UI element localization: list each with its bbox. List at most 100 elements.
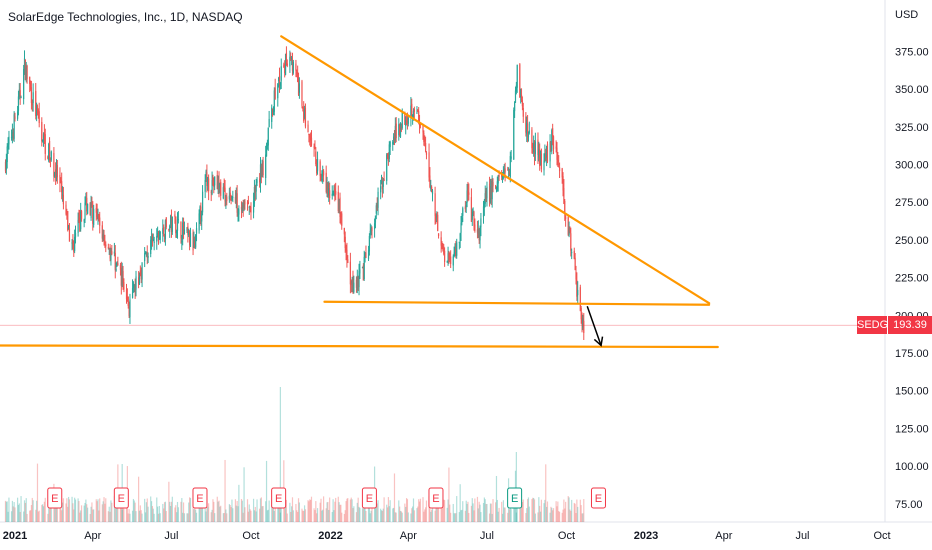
candle-body bbox=[286, 63, 288, 66]
volume-bar bbox=[232, 508, 234, 522]
volume-bar bbox=[177, 507, 179, 522]
candle-body bbox=[325, 172, 327, 192]
descending-resistance[interactable] bbox=[280, 35, 711, 305]
earnings-marker[interactable]: E bbox=[507, 487, 523, 509]
volume-bar bbox=[101, 504, 103, 522]
volume-bar bbox=[66, 498, 68, 522]
earnings-marker[interactable]: E bbox=[590, 487, 606, 509]
x-tick-label: Apr bbox=[715, 530, 732, 542]
candle-body bbox=[423, 132, 425, 142]
volume-bar bbox=[259, 508, 261, 522]
volume-bar bbox=[36, 463, 39, 522]
last-price-tag: 193.39 bbox=[888, 316, 932, 334]
volume-bar bbox=[31, 497, 33, 522]
volume-bar bbox=[278, 499, 280, 522]
volume-bar bbox=[236, 501, 238, 522]
volume-bar bbox=[186, 513, 188, 522]
volume-bar bbox=[19, 512, 21, 522]
volume-bar bbox=[526, 508, 528, 522]
candle-body bbox=[392, 141, 394, 145]
volume-bar bbox=[520, 499, 523, 522]
candle-body bbox=[156, 235, 158, 242]
volume-bar bbox=[214, 513, 216, 522]
candle-body bbox=[582, 318, 584, 328]
candle-body bbox=[514, 101, 516, 112]
candle-body bbox=[226, 196, 228, 201]
volume-bar bbox=[359, 507, 361, 522]
candle-body bbox=[30, 87, 33, 104]
earnings-marker[interactable]: E bbox=[47, 487, 63, 509]
volume-bar bbox=[412, 506, 414, 522]
candle-body bbox=[574, 257, 576, 270]
support-line[interactable] bbox=[323, 300, 711, 306]
candle-body bbox=[363, 256, 365, 279]
volume-bar bbox=[579, 499, 581, 522]
volume-bar bbox=[450, 512, 452, 522]
candle-body bbox=[74, 236, 76, 251]
volume-bar bbox=[522, 499, 524, 522]
x-tick-label: 2023 bbox=[634, 530, 658, 542]
candle-body bbox=[220, 182, 222, 196]
target-line[interactable] bbox=[0, 344, 719, 349]
candle-body bbox=[484, 193, 486, 204]
candle-body bbox=[285, 52, 288, 66]
volume-bar bbox=[71, 496, 73, 522]
candle-body bbox=[261, 160, 263, 177]
volume-bar bbox=[455, 513, 457, 522]
volume-bar bbox=[55, 507, 58, 522]
candle-body bbox=[169, 225, 171, 230]
candle-body bbox=[225, 199, 227, 201]
volume-bar bbox=[477, 508, 479, 522]
volume-bar bbox=[60, 507, 62, 522]
candle-body bbox=[25, 68, 27, 81]
candle-body bbox=[163, 235, 166, 237]
candle-body bbox=[163, 226, 165, 233]
candle-body bbox=[291, 57, 293, 60]
earnings-marker[interactable]: E bbox=[428, 487, 444, 509]
candle-body bbox=[460, 222, 462, 233]
volume-bar bbox=[238, 484, 240, 522]
volume-bar bbox=[393, 473, 396, 522]
candle-body bbox=[455, 248, 457, 256]
price-axis[interactable]: 375.00 350.00 325.00 300.00 275.00 250.00 225.… bbox=[895, 46, 929, 510]
volume-bar bbox=[386, 507, 389, 522]
candle-body bbox=[508, 170, 511, 175]
volume-bar bbox=[259, 498, 262, 522]
volume-bar bbox=[459, 484, 461, 522]
volume-bar bbox=[363, 503, 365, 522]
earnings-marker[interactable]: E bbox=[192, 487, 208, 509]
volume-bar bbox=[74, 497, 76, 522]
earnings-marker[interactable]: E bbox=[271, 487, 287, 509]
candle-body bbox=[265, 154, 267, 178]
candle-body bbox=[153, 241, 155, 243]
candle-body bbox=[422, 124, 424, 133]
breakdown-arrow[interactable] bbox=[586, 306, 602, 346]
volume-bar bbox=[434, 510, 436, 522]
candle-body bbox=[466, 190, 468, 203]
candle-body bbox=[87, 203, 89, 214]
volume-bar bbox=[571, 499, 573, 522]
candle-body bbox=[186, 227, 188, 232]
candle-body bbox=[79, 218, 81, 232]
candle-body bbox=[352, 278, 354, 294]
volume-bar bbox=[157, 506, 159, 522]
drawings[interactable] bbox=[0, 35, 719, 349]
time-axis[interactable]: 2021 Apr Jul Oct 2022 Apr Jul Oct 2023 Apr Jul Oct bbox=[3, 530, 891, 542]
candle-body bbox=[247, 201, 249, 205]
candle-body bbox=[461, 218, 463, 223]
volume-bar bbox=[54, 506, 56, 522]
earnings-marker[interactable]: E bbox=[361, 487, 377, 509]
earnings-marker[interactable]: E bbox=[113, 487, 129, 509]
volume-bar bbox=[389, 500, 391, 522]
volume-bar bbox=[89, 513, 91, 522]
volume-bar bbox=[252, 498, 255, 522]
x-tick-label: Oct bbox=[873, 530, 890, 542]
candle-body bbox=[545, 155, 547, 158]
volume-bar bbox=[159, 513, 161, 522]
candle-body bbox=[42, 139, 44, 141]
volume-bar bbox=[480, 512, 482, 522]
volume-bar bbox=[194, 506, 196, 522]
volume-bar bbox=[216, 496, 218, 522]
